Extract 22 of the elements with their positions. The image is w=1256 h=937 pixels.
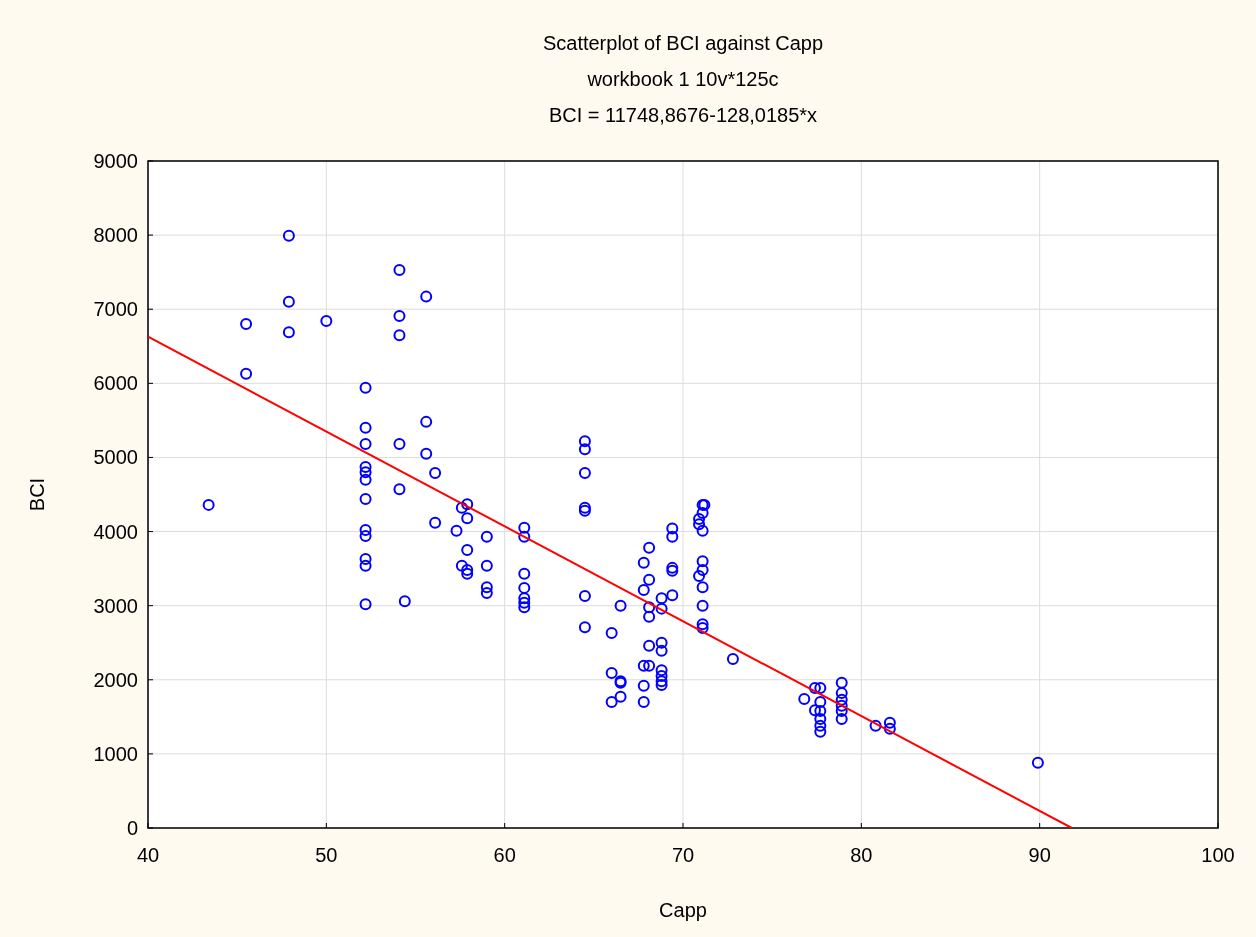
x-tick-label: 60	[493, 844, 516, 866]
x-tick-label: 100	[1201, 844, 1235, 866]
chart-title: Scatterplot of BCI against Capp	[542, 32, 824, 54]
y-tick-label: 2000	[93, 668, 138, 691]
y-tick-label: 8000	[93, 224, 138, 247]
x-tick-label: 80	[850, 844, 873, 866]
x-tick-label: 50	[315, 844, 338, 866]
x-tick-label: 70	[671, 844, 695, 866]
y-axis-title: BCI	[26, 477, 48, 512]
y-tick-label: 6000	[93, 372, 138, 395]
y-tick-label: 4000	[93, 520, 138, 543]
y-tick-label: 0	[126, 817, 138, 839]
x-axis-title: Capp	[659, 899, 707, 921]
text: BCI = 11748,8676-128,0185*x	[548, 104, 818, 126]
x-tick-label: 90	[1028, 844, 1051, 866]
y-tick-label: 1000	[93, 742, 138, 765]
y-tick-label: 7000	[93, 298, 138, 321]
y-tick-label: 3000	[93, 594, 138, 617]
x-tick-label: 40	[136, 844, 160, 866]
y-tick-label: 5000	[93, 446, 138, 469]
y-tick-label: 9000	[93, 150, 138, 172]
chart-subtitle: workbook 1 10v*125c	[586, 68, 779, 90]
